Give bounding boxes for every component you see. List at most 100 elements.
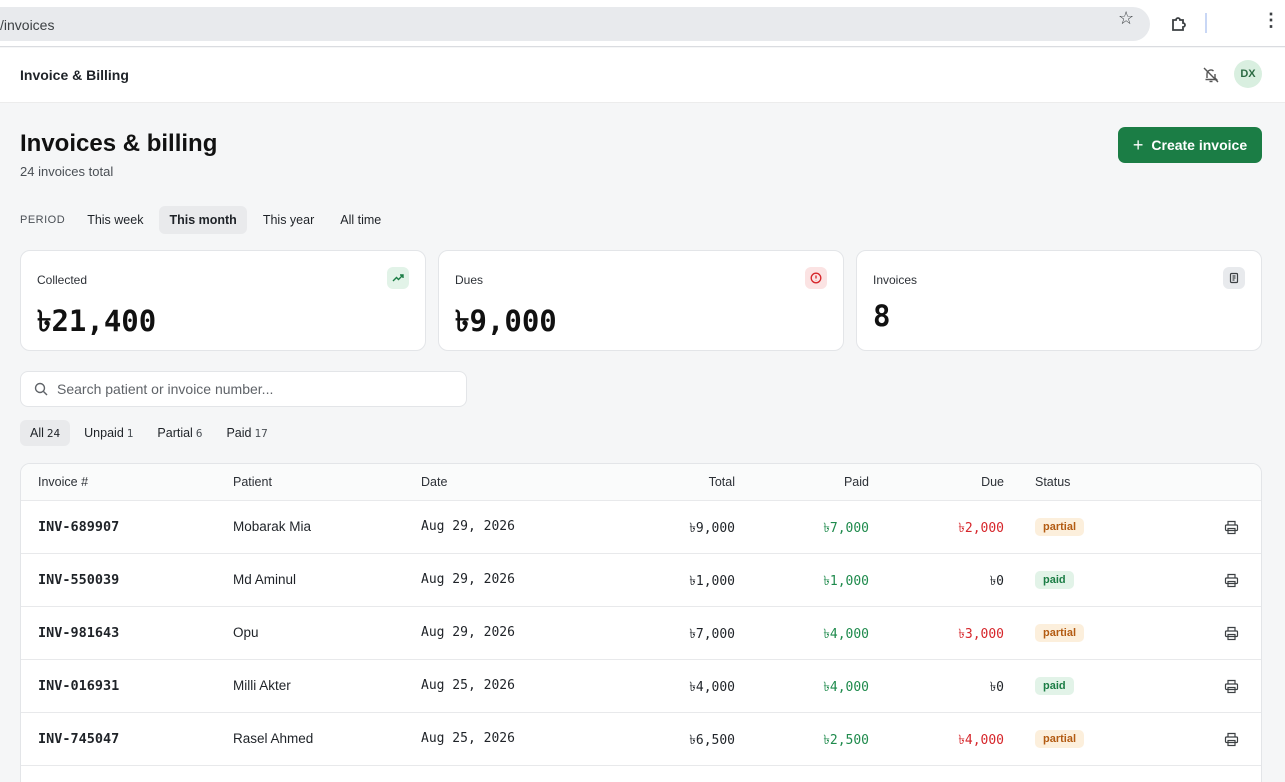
patient-name: Md Aminul (233, 572, 297, 587)
status-badge: paid (1035, 571, 1074, 589)
table-row[interactable]: INV-689907 Mobarak Mia Aug 29, 2026 ৳9,0… (21, 501, 1261, 554)
period-selector: PERIOD This week This month This year Al… (20, 206, 391, 234)
create-invoice-label: Create invoice (1151, 137, 1248, 153)
filter-count: 24 (46, 427, 61, 440)
table-row[interactable]: INV-745047 Rasel Ahmed Aug 25, 2026 ৳6,5… (21, 713, 1261, 766)
alert-circle-icon (805, 267, 827, 289)
invoice-total: ৳7,000 (689, 627, 735, 642)
print-icon[interactable] (1224, 626, 1239, 641)
status-cell: paid (1035, 677, 1074, 695)
stat-card-dues: Dues ৳9,000 (438, 250, 844, 351)
filter-label: Partial (157, 426, 193, 440)
header-invoice[interactable]: Invoice # (38, 475, 89, 489)
filter-all[interactable]: All 24 (20, 420, 71, 446)
status-badge: paid (1035, 677, 1074, 695)
stat-cards: Collected ৳21,400 Dues ৳9,000 Invoices 8 (20, 250, 1262, 351)
filter-count: 1 (126, 427, 134, 440)
filter-unpaid[interactable]: Unpaid 1 (74, 420, 143, 446)
patient-name: Milli Akter (233, 678, 291, 693)
search-bar (20, 371, 467, 407)
invoices-table: Invoice # Patient Date Total Paid Due St… (20, 463, 1262, 782)
invoice-paid: ৳1,000 (823, 574, 869, 589)
print-icon[interactable] (1224, 732, 1239, 747)
filter-partial[interactable]: Partial 6 (147, 420, 212, 446)
app-header: Invoice & Billing DX (0, 48, 1285, 103)
header-due[interactable]: Due (981, 475, 1004, 489)
print-icon[interactable] (1224, 679, 1239, 694)
browser-menu-icon[interactable]: ⋮ (1262, 10, 1280, 30)
invoice-number[interactable]: INV-550039 (38, 572, 120, 588)
status-cell: partial (1035, 730, 1085, 748)
filter-count: 6 (195, 427, 203, 440)
address-bar-text: /invoices (0, 17, 55, 33)
patient-name: Opu (233, 625, 259, 640)
patient-name: Mobarak Mia (233, 519, 312, 534)
status-cell: paid (1035, 571, 1074, 589)
search-icon (34, 382, 48, 396)
filter-label: Unpaid (84, 426, 124, 440)
notifications-off-icon[interactable] (1202, 66, 1220, 84)
stat-value: ৳21,400 (37, 304, 157, 338)
invoice-total: ৳9,000 (689, 521, 735, 536)
table-header: Invoice # Patient Date Total Paid Due St… (21, 464, 1261, 501)
period-all-time[interactable]: All time (340, 213, 382, 227)
stat-value: ৳9,000 (455, 304, 557, 338)
invoice-date: Aug 29, 2026 (421, 572, 515, 587)
toolbar-divider (1205, 13, 1207, 33)
invoice-paid: ৳7,000 (823, 521, 869, 536)
print-icon[interactable] (1224, 520, 1239, 535)
period-this-month[interactable]: This month (159, 206, 247, 234)
filter-label: All (30, 426, 44, 440)
user-avatar[interactable]: DX (1234, 60, 1262, 88)
invoice-due: ৳4,000 (958, 733, 1004, 748)
invoice-number[interactable]: INV-689907 (38, 519, 120, 535)
table-row[interactable]: INV-016931 Milli Akter Aug 25, 2026 ৳4,0… (21, 660, 1261, 713)
app-brand: Invoice & Billing (20, 67, 129, 83)
invoice-paid: ৳2,500 (823, 733, 869, 748)
status-cell: partial (1035, 518, 1085, 536)
status-cell: partial (1035, 624, 1085, 642)
filter-paid[interactable]: Paid 17 (216, 420, 277, 446)
header-patient[interactable]: Patient (233, 475, 272, 489)
plus-icon: + (1132, 134, 1144, 155)
table-row[interactable]: INV-550039 Md Aminul Aug 29, 2026 ৳1,000… (21, 554, 1261, 607)
status-filters: All 24 Unpaid 1 Partial 6 Paid 17 (20, 420, 278, 446)
period-this-year[interactable]: This year (262, 213, 315, 227)
header-paid[interactable]: Paid (843, 475, 869, 489)
invoice-total: ৳6,500 (689, 733, 735, 748)
patient-name: Rasel Ahmed (233, 731, 314, 746)
extensions-icon[interactable] (1170, 14, 1188, 32)
browser-toolbar: /invoices ☆ ⋮ (0, 0, 1285, 47)
address-bar[interactable]: /invoices (0, 7, 1150, 41)
print-icon[interactable] (1224, 573, 1239, 588)
stat-card-collected: Collected ৳21,400 (20, 250, 426, 351)
period-this-week[interactable]: This week (87, 213, 144, 227)
header-date[interactable]: Date (421, 475, 448, 489)
page-subtitle: 24 invoices total (20, 164, 114, 179)
create-invoice-button[interactable]: + Create invoice (1118, 127, 1262, 163)
stat-value: 8 (873, 299, 891, 333)
page-title: Invoices & billing (20, 130, 218, 157)
invoice-paid: ৳4,000 (823, 627, 869, 642)
trend-up-icon (387, 267, 409, 289)
search-input[interactable] (57, 381, 437, 397)
status-badge: partial (1035, 518, 1085, 536)
invoice-total: ৳4,000 (689, 680, 735, 695)
invoice-due: ৳0 (989, 680, 1004, 695)
invoice-date: Aug 29, 2026 (421, 519, 515, 534)
invoice-total: ৳1,000 (689, 574, 735, 589)
invoice-number[interactable]: INV-745047 (38, 731, 120, 747)
header-total[interactable]: Total (708, 475, 735, 489)
stat-label: Invoices (873, 273, 918, 287)
invoice-due: ৳0 (989, 574, 1004, 589)
invoice-number[interactable]: INV-981643 (38, 625, 120, 641)
status-badge: partial (1035, 624, 1085, 642)
bookmark-star-icon[interactable]: ☆ (1118, 8, 1135, 28)
invoice-date: Aug 25, 2026 (421, 731, 515, 746)
receipt-icon (1223, 267, 1245, 289)
header-status[interactable]: Status (1035, 475, 1071, 489)
table-row[interactable]: INV-981643 Opu Aug 29, 2026 ৳7,000 ৳4,00… (21, 607, 1261, 660)
filter-label: Paid (226, 426, 252, 440)
filter-count: 17 (254, 427, 268, 440)
invoice-number[interactable]: INV-016931 (38, 678, 120, 694)
